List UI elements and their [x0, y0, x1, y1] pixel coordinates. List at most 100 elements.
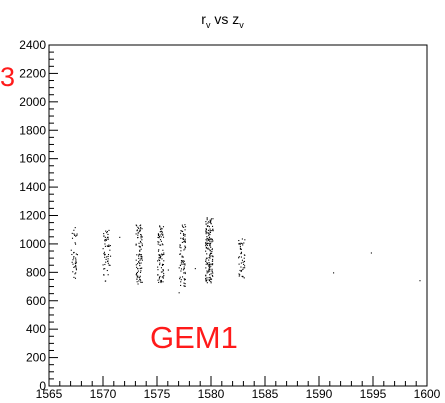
data-point — [159, 244, 161, 246]
data-point — [140, 234, 142, 236]
data-point — [107, 236, 109, 238]
data-point — [205, 275, 207, 277]
data-point — [106, 236, 109, 238]
data-point — [73, 276, 75, 278]
data-point — [211, 264, 214, 266]
x-tick-label: 1600 — [414, 387, 441, 401]
data-point — [159, 226, 161, 228]
data-point — [103, 274, 105, 276]
x-tick-label: 1595 — [360, 387, 387, 401]
data-point — [210, 280, 212, 283]
data-point — [74, 227, 76, 229]
data-point — [139, 225, 141, 227]
data-point — [159, 280, 161, 282]
data-point — [207, 229, 209, 231]
data-point — [238, 256, 240, 258]
data-point — [137, 234, 139, 236]
data-point — [180, 232, 182, 234]
data-point — [244, 254, 246, 256]
data-point — [179, 276, 181, 278]
corner-annotation: 3 — [0, 62, 16, 92]
data-point — [211, 278, 213, 280]
data-point — [139, 278, 141, 280]
data-point — [135, 224, 137, 226]
data-point — [184, 278, 186, 280]
data-point — [212, 275, 214, 277]
data-point — [157, 233, 159, 235]
data-point — [106, 231, 108, 233]
y-tick-label: 2000 — [19, 95, 46, 109]
data-point — [75, 262, 78, 264]
data-point — [182, 256, 184, 258]
data-point — [184, 245, 186, 247]
data-point — [205, 228, 207, 231]
data-point — [206, 257, 208, 259]
data-point — [179, 253, 182, 255]
data-point — [104, 268, 106, 270]
data-point — [240, 256, 242, 258]
data-point — [141, 236, 143, 238]
data-point — [135, 243, 137, 245]
data-point — [163, 273, 165, 275]
data-point — [244, 267, 246, 269]
data-point — [136, 230, 138, 232]
data-point — [71, 237, 74, 239]
data-point — [161, 253, 163, 255]
data-point — [73, 251, 75, 253]
data-point — [75, 265, 77, 267]
data-point — [157, 241, 159, 243]
data-point — [159, 275, 161, 278]
data-point — [238, 263, 240, 265]
data-point — [179, 253, 181, 255]
data-point — [181, 276, 184, 278]
data-point — [157, 266, 159, 268]
data-point — [158, 241, 160, 243]
data-point — [209, 268, 211, 270]
data-point — [75, 257, 77, 259]
data-point — [159, 234, 161, 236]
data-point — [205, 230, 207, 232]
data-point — [71, 232, 73, 234]
data-point — [211, 268, 213, 270]
data-point — [135, 264, 137, 266]
data-point — [159, 239, 162, 241]
data-point — [182, 237, 184, 239]
data-point — [107, 260, 109, 263]
data-point — [106, 256, 108, 258]
data-point — [158, 257, 160, 259]
data-point — [206, 253, 208, 255]
data-point — [74, 262, 76, 264]
data-point — [73, 256, 75, 258]
data-point — [159, 260, 161, 262]
x-tick-label: 1585 — [252, 387, 279, 401]
data-point — [140, 242, 142, 244]
data-point — [157, 279, 159, 281]
data-point — [205, 245, 207, 247]
data-point — [141, 228, 143, 230]
data-point — [138, 261, 140, 263]
y-tick-label: 400 — [26, 322, 46, 336]
data-point — [209, 237, 211, 239]
data-point — [184, 279, 186, 281]
data-point — [139, 229, 141, 231]
data-point — [70, 249, 72, 251]
data-point — [205, 231, 207, 233]
data-point — [136, 274, 138, 276]
plot-frame — [48, 44, 428, 387]
data-point — [238, 257, 240, 259]
data-point — [210, 219, 212, 221]
data-point — [158, 254, 160, 256]
data-point — [76, 254, 78, 256]
data-point — [160, 271, 162, 273]
data-point — [160, 236, 162, 238]
data-point — [161, 228, 163, 230]
data-point — [209, 250, 211, 252]
data-point — [160, 280, 162, 282]
data-point — [240, 242, 242, 244]
data-point — [109, 255, 112, 257]
data-point — [208, 266, 210, 268]
data-point — [107, 238, 109, 240]
data-point — [107, 274, 109, 276]
data-point — [211, 271, 213, 273]
data-point — [209, 276, 211, 278]
